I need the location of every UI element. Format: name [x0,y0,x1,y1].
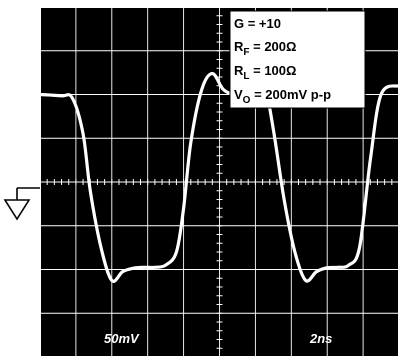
vertical-scale-label: 50mV [104,331,140,346]
trace-layer [38,71,399,283]
ground-icon [3,187,40,221]
legend-box [229,10,366,109]
waveform-trace-0 [38,71,399,283]
legend-line-rl: RL = 100Ω [234,63,296,82]
legend-line-vo: VO = 200mV p-p [234,87,331,106]
legend-line-gain: G = +10 [234,16,281,31]
legend: G = +10 RF = 200Ω RL = 100Ω VO = 200mV p… [229,10,366,109]
horizontal-scale-label: 2ns [309,331,332,346]
legend-line-rf: RF = 200Ω [234,39,296,58]
